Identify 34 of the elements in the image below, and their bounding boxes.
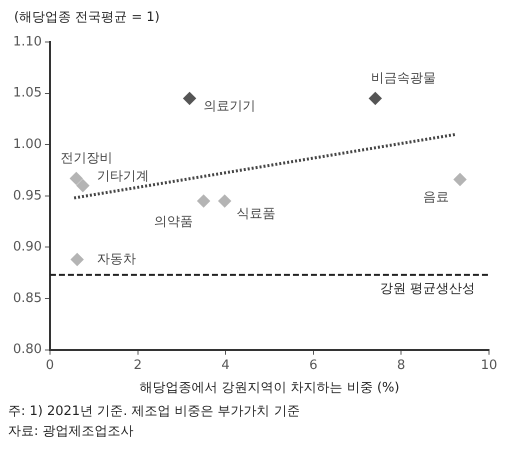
annotation: 의약품 (154, 214, 194, 230)
annotation: 의료기기 (204, 98, 256, 114)
ref-line-label: 강원 평균생산성 (380, 281, 475, 296)
y-tick-label: 0.80 (12, 342, 42, 358)
point (454, 172, 467, 186)
annotation: 기타기계 (96, 169, 149, 184)
x-tick-label: 4 (221, 358, 230, 373)
text: 주: 1) 2021년 기준. 제조업 비중은 부가가치 기준 (8, 403, 300, 421)
y-tick-label: 1.05 (12, 86, 42, 101)
text: 자료: 광업제조업조사 (8, 423, 135, 441)
y-tick-label: 0.95 (12, 188, 42, 204)
point (218, 194, 232, 208)
y-tick-label: 1.10 (12, 34, 42, 50)
y-tick-label: 1.00 (12, 136, 42, 152)
x-tick-label: 8 (397, 358, 406, 373)
x-tick-label: 10 (480, 358, 498, 373)
annotation: 음료 (423, 190, 450, 205)
x-tick-label: 0 (46, 358, 54, 373)
x-tick-label: 6 (309, 358, 318, 373)
point (368, 92, 382, 105)
annotation: 비금속광물 (370, 70, 436, 86)
annotation: 전기장비 (60, 150, 112, 166)
y-tick-label: 0.90 (12, 240, 42, 255)
point (70, 253, 84, 266)
annotation: 자동차 (97, 252, 136, 267)
point (76, 179, 90, 192)
x-tick-label: 2 (134, 358, 142, 373)
point (183, 92, 196, 105)
y-tick-label: 0.85 (12, 290, 42, 306)
y-axis-title: (해당업종 전국평균 = 1) (14, 9, 160, 26)
annotation: 식료품 (236, 206, 276, 222)
point (70, 172, 83, 185)
point (197, 194, 210, 208)
x-axis-title: 해당업종에서 강원지역이 차지하는 비중 (%) (139, 380, 400, 396)
